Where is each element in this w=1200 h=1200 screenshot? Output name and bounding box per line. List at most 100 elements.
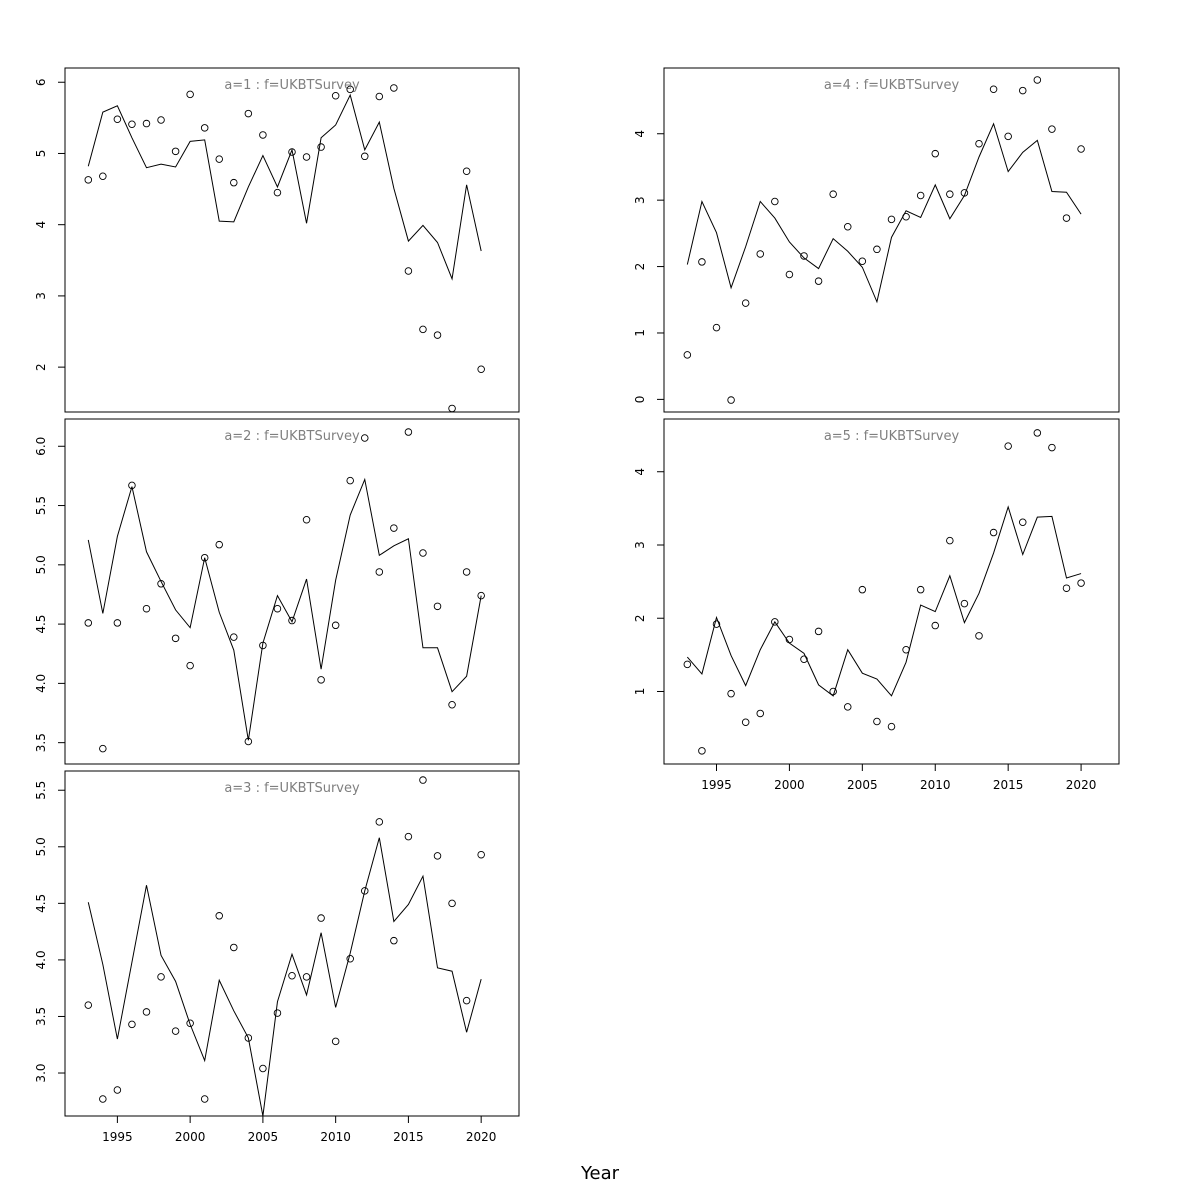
observed-point (873, 245, 881, 254)
observed-point (361, 434, 369, 442)
observed-point (1062, 214, 1071, 222)
y-tick-label: 5 (34, 150, 48, 158)
y-tick-label: 3.0 (34, 1063, 48, 1082)
observed-point (142, 119, 151, 128)
observed-point (244, 1034, 253, 1042)
observed-point (448, 700, 456, 709)
observed-point (361, 152, 369, 161)
observed-point (259, 641, 267, 650)
observed-point (462, 167, 471, 176)
x-tick-label: 2005 (847, 778, 878, 792)
observed-point (844, 703, 852, 711)
panel-frame (64, 770, 520, 1117)
observed-point (171, 147, 180, 156)
observed-point (858, 257, 867, 266)
plot-area (683, 76, 1085, 404)
observed-point (230, 943, 238, 952)
observed-point (960, 599, 969, 608)
observed-point (1004, 132, 1012, 141)
observed-point (128, 120, 136, 129)
observed-point (1019, 518, 1027, 527)
y-tick-label: 3.5 (34, 1007, 48, 1026)
observed-point (259, 131, 267, 139)
observed-point (128, 481, 136, 490)
observed-point (946, 536, 954, 545)
observed-point (404, 267, 413, 275)
observed-point (1019, 86, 1027, 95)
observed-point (873, 717, 881, 726)
y-tick-label: 3 (633, 541, 647, 549)
fitted-line (686, 122, 1082, 304)
plot-area (84, 84, 485, 412)
observed-point (200, 553, 209, 562)
observed-point (1062, 584, 1071, 592)
observed-point (113, 1086, 122, 1094)
y-tick-label: 4.5 (34, 615, 48, 634)
x-tick-label: 2005 (248, 1130, 279, 1144)
y-tick-label: 2 (34, 363, 48, 371)
plot-area (84, 776, 485, 1116)
y-tick-label: 4.0 (34, 950, 48, 969)
panel-1: a=1 : f=UKBTSurvey 2 3 4 5 6 (34, 67, 520, 413)
observed-point (288, 616, 296, 625)
observed-point (698, 258, 706, 266)
panel-2: a=2 : f=UKBTSurvey 3.5 4.0 4.5 5.0 5.5 6.0 (34, 418, 520, 765)
observed-point (375, 818, 384, 826)
observed-point (975, 632, 983, 640)
observed-point (186, 1019, 194, 1028)
y-tick-label: 4.0 (34, 674, 48, 693)
observed-point (128, 1020, 136, 1029)
observed-point (186, 90, 194, 99)
observed-point (433, 602, 442, 611)
observed-point (448, 404, 456, 412)
observed-point (931, 149, 940, 158)
plot-area (683, 429, 1085, 755)
y-tick-label: 6 (34, 78, 48, 86)
observed-point (390, 524, 398, 532)
observed-point (200, 124, 209, 132)
x-tick-label: 2010 (320, 1130, 351, 1144)
observed-point (200, 1095, 209, 1103)
observed-point (1048, 443, 1056, 452)
y-tick-label: 3 (34, 292, 48, 300)
y-tick-label: 6.0 (34, 437, 48, 456)
observed-point (157, 973, 165, 981)
observed-point (800, 655, 808, 664)
observed-point (346, 476, 354, 485)
observed-point (741, 718, 750, 727)
fitted-line (87, 477, 482, 741)
observed-point (931, 621, 940, 630)
observed-point (317, 914, 325, 922)
observed-point (698, 747, 706, 755)
observed-point (858, 585, 867, 594)
x-tick-label: 2010 (920, 778, 951, 792)
observed-point (346, 955, 354, 963)
observed-point (756, 250, 765, 258)
observed-point (419, 325, 427, 334)
observed-point (404, 832, 413, 841)
observed-point (215, 540, 223, 549)
observed-point (84, 619, 93, 627)
observed-point (771, 618, 779, 626)
observed-point (288, 148, 296, 156)
observed-point (844, 222, 852, 231)
observed-point (887, 215, 896, 224)
y-tick-label: 4 (633, 130, 647, 138)
observed-point (99, 172, 107, 181)
y-tick-label: 5.0 (34, 555, 48, 574)
observed-point (902, 213, 910, 221)
panels: a=1 : f=UKBTSurvey 2 3 4 5 6 a=2 : f=UKBTSurve… (34, 67, 1120, 1144)
observed-point (230, 178, 238, 187)
observed-point (273, 188, 282, 197)
observed-point (462, 568, 471, 576)
observed-point (390, 84, 398, 92)
observed-point (1033, 76, 1042, 84)
observed-point (317, 676, 325, 684)
observed-point (683, 660, 692, 669)
observed-point (331, 92, 340, 100)
observed-point (331, 621, 340, 630)
observed-point (273, 604, 282, 613)
observed-point (113, 619, 122, 627)
x-tick-label: 2000 (774, 778, 805, 792)
x-tick-label: 2000 (175, 1130, 206, 1144)
